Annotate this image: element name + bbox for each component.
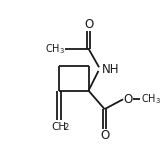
Text: O: O <box>100 128 109 141</box>
Text: $\mathregular{CH_3}$: $\mathregular{CH_3}$ <box>45 42 65 56</box>
Text: $\mathregular{CH_3}$: $\mathregular{CH_3}$ <box>141 92 161 106</box>
Text: CH: CH <box>51 122 67 132</box>
Text: O: O <box>84 18 93 31</box>
Text: NH: NH <box>101 63 119 76</box>
Text: O: O <box>124 93 133 106</box>
Text: 2: 2 <box>63 123 68 132</box>
